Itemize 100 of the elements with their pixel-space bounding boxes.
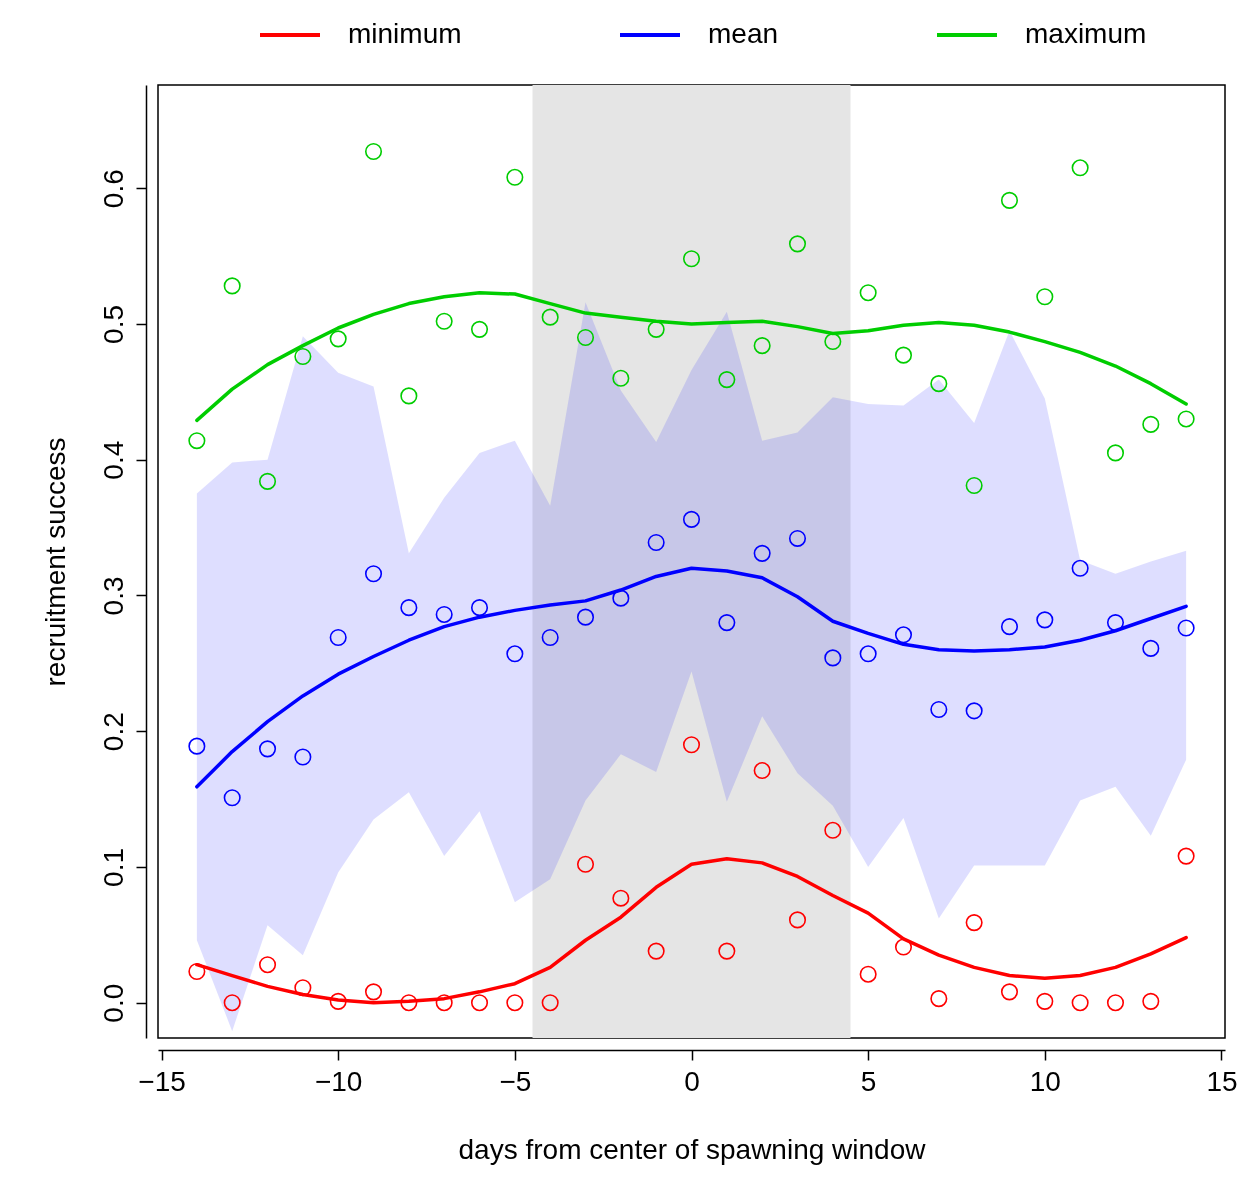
- point: [930, 990, 948, 1008]
- point: [541, 628, 559, 647]
- point: [1106, 444, 1125, 462]
- point: [223, 277, 241, 295]
- point: [682, 250, 701, 268]
- point: [1177, 847, 1195, 865]
- point: [824, 649, 842, 667]
- point: [329, 992, 347, 1010]
- point: [612, 369, 630, 387]
- point: [894, 626, 913, 644]
- point: [223, 994, 241, 1012]
- point: [824, 333, 842, 351]
- point: [470, 994, 489, 1012]
- point: [965, 702, 983, 720]
- x-tick-label: 0: [684, 1065, 700, 1097]
- legend-label: maximum: [1025, 18, 1147, 49]
- point: [1036, 611, 1054, 629]
- point: [400, 994, 418, 1012]
- point: [1000, 191, 1019, 209]
- point: [364, 565, 383, 583]
- legend-label: minimum: [348, 18, 462, 49]
- point: [788, 911, 807, 929]
- y-tick-label: 0.2: [97, 712, 129, 752]
- point: [1036, 992, 1054, 1010]
- point: [435, 605, 453, 623]
- point: [612, 889, 630, 907]
- x-tick-label: −15: [138, 1065, 186, 1097]
- point: [400, 599, 418, 617]
- point: [1142, 639, 1160, 657]
- x-tick-label: 5: [860, 1065, 877, 1097]
- point: [753, 337, 771, 355]
- line-series: [195, 566, 1188, 789]
- point: [859, 965, 877, 983]
- y-tick-label: 0.6: [97, 169, 129, 209]
- x-tick-label: 15: [1206, 1065, 1238, 1097]
- point: [435, 994, 453, 1012]
- point: [188, 962, 206, 981]
- y-axis-title: recruitment success: [39, 437, 71, 687]
- point: [1071, 159, 1089, 177]
- point: [930, 700, 948, 718]
- point: [294, 748, 312, 766]
- y-tick-label: 0.5: [97, 304, 129, 344]
- y-tick-label: 0.4: [97, 440, 129, 480]
- point: [859, 284, 877, 302]
- point: [258, 740, 277, 758]
- point: [506, 645, 524, 663]
- point: [576, 608, 595, 626]
- point: [753, 544, 771, 562]
- point: [824, 821, 842, 839]
- point: [1036, 288, 1054, 306]
- x-axis-title: days from center of spawning window: [458, 1133, 927, 1165]
- point: [894, 346, 913, 364]
- point: [1142, 992, 1160, 1010]
- point: [435, 312, 453, 330]
- point: [965, 914, 983, 932]
- point: [1000, 983, 1019, 1001]
- point: [788, 235, 807, 253]
- point: [647, 942, 665, 960]
- y-tick-label: 0.0: [97, 983, 129, 1023]
- point: [859, 645, 877, 663]
- point: [541, 308, 559, 326]
- point: [223, 789, 241, 807]
- point: [788, 529, 807, 547]
- point: [1000, 618, 1019, 636]
- point: [1106, 614, 1125, 632]
- point: [647, 320, 665, 338]
- point: [647, 533, 665, 552]
- x-tick-label: −10: [314, 1065, 363, 1097]
- point: [753, 762, 771, 780]
- point: [576, 855, 595, 873]
- point: [894, 938, 913, 956]
- line-series: [195, 290, 1188, 423]
- point: [1142, 415, 1160, 433]
- point: [470, 320, 489, 338]
- point: [576, 328, 595, 347]
- point: [965, 476, 983, 495]
- point: [329, 330, 347, 348]
- point: [718, 371, 736, 389]
- point: [682, 736, 701, 754]
- point: [258, 956, 277, 974]
- point: [188, 737, 206, 755]
- point: [1177, 410, 1195, 428]
- point: [329, 628, 347, 647]
- point: [1177, 619, 1195, 637]
- point: [506, 168, 524, 186]
- point: [364, 142, 383, 161]
- point: [1106, 994, 1125, 1012]
- x-tick-label: −5: [499, 1065, 532, 1097]
- point: [612, 589, 630, 607]
- point: [188, 432, 206, 450]
- point: [718, 614, 736, 632]
- point: [258, 472, 277, 490]
- point: [682, 510, 701, 528]
- point: [470, 599, 489, 617]
- point: [400, 387, 418, 405]
- point: [718, 942, 736, 960]
- x-tick-label: 10: [1029, 1065, 1061, 1097]
- point: [1071, 559, 1089, 577]
- point: [541, 994, 559, 1012]
- y-tick-label: 0.1: [97, 847, 129, 887]
